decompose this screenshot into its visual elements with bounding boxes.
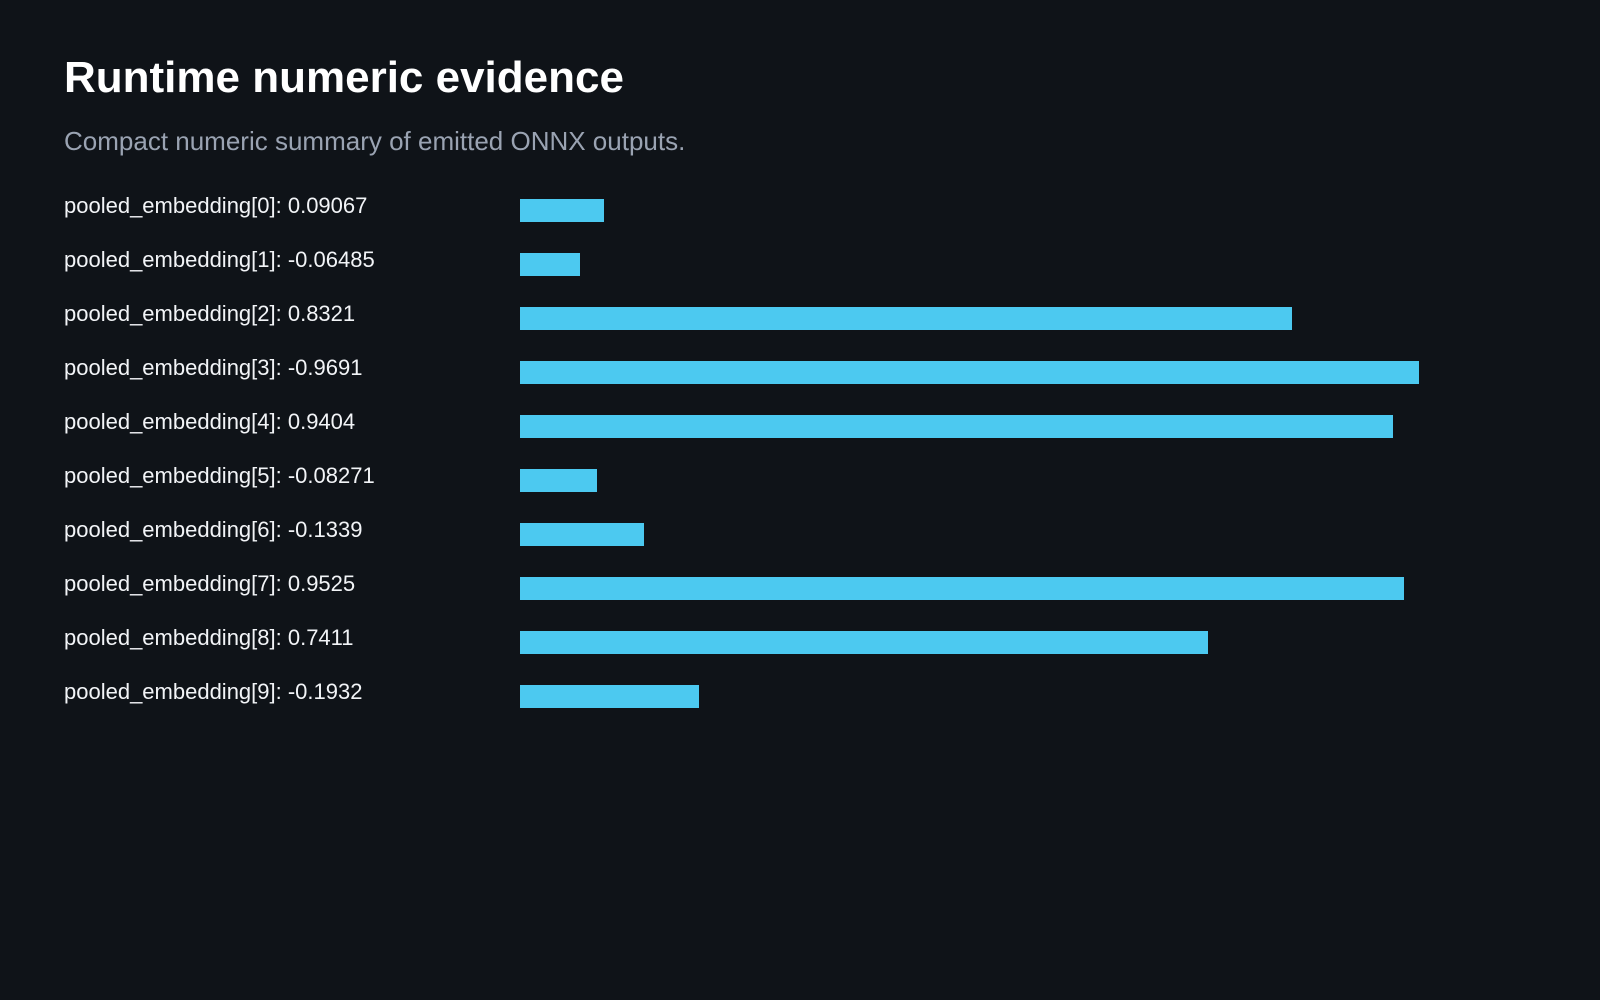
bar-label: pooled_embedding[2]: 0.8321 bbox=[64, 301, 356, 326]
bar-label: pooled_embedding[7]: 0.9525 bbox=[64, 571, 356, 596]
bar bbox=[520, 361, 1420, 384]
bar bbox=[520, 631, 1208, 654]
bar-label: pooled_embedding[0]: 0.09067 bbox=[64, 193, 368, 218]
page-title: Runtime numeric evidence bbox=[64, 53, 624, 102]
bar bbox=[520, 199, 605, 222]
bar-label: pooled_embedding[1]: -0.06485 bbox=[64, 247, 375, 272]
bar bbox=[520, 523, 645, 546]
bar bbox=[520, 685, 700, 708]
bar-label: pooled_embedding[8]: 0.7411 bbox=[64, 625, 354, 650]
bar-label: pooled_embedding[5]: -0.08271 bbox=[64, 463, 375, 488]
bar-label: pooled_embedding[4]: 0.9404 bbox=[64, 409, 356, 434]
bar-label: pooled_embedding[9]: -0.1932 bbox=[64, 679, 363, 704]
bar bbox=[520, 469, 597, 492]
bar-label: pooled_embedding[6]: -0.1339 bbox=[64, 517, 363, 542]
bar bbox=[520, 307, 1293, 330]
bar-label: pooled_embedding[3]: -0.9691 bbox=[64, 355, 363, 380]
bar bbox=[520, 415, 1393, 438]
page-subtitle: Compact numeric summary of emitted ONNX … bbox=[64, 126, 686, 156]
bar bbox=[520, 253, 581, 276]
bar bbox=[520, 577, 1404, 600]
